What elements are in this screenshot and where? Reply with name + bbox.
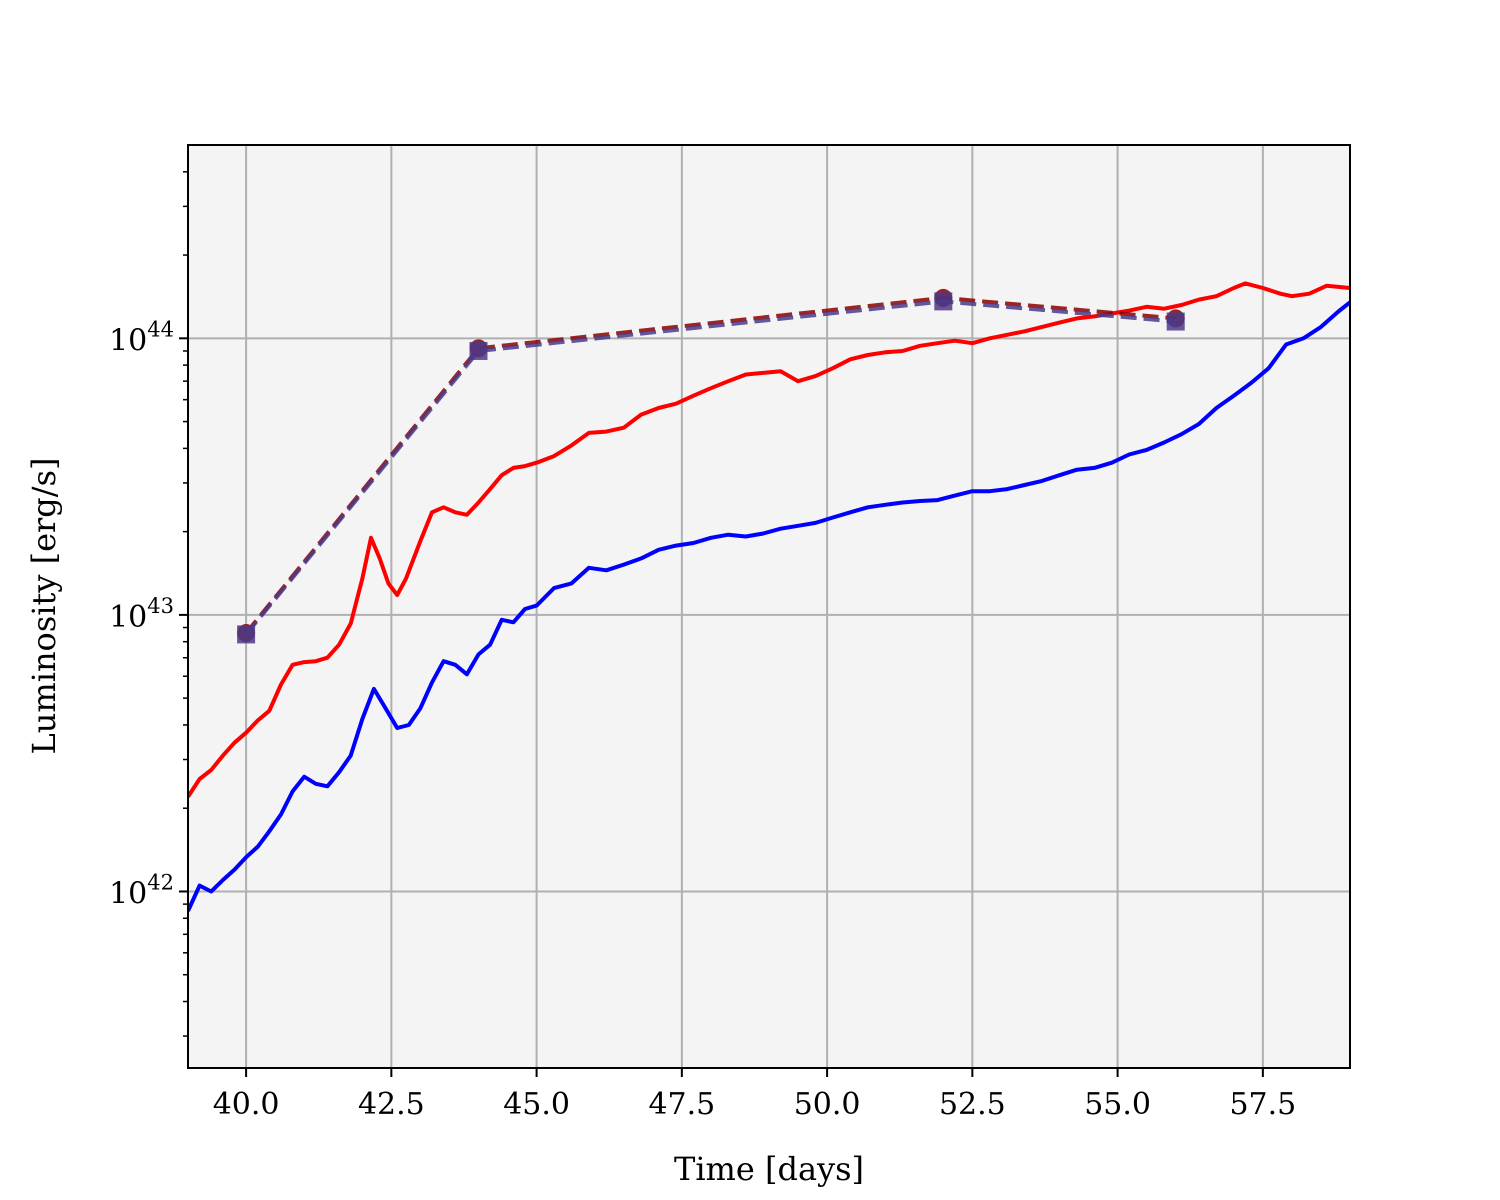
y-tick-base: 10 (109, 600, 147, 635)
y-tick-label: 1044 (109, 317, 174, 358)
x-axis-label: Time [days] (674, 1150, 864, 1188)
series-line-0 (188, 281, 1350, 798)
plot-background (188, 145, 1350, 1068)
x-tick-label: 57.5 (1229, 1087, 1296, 1122)
x-tick-label: 50.0 (794, 1087, 861, 1122)
y-tick-base: 10 (109, 323, 147, 358)
y-tick-label: 1043 (109, 594, 174, 635)
plot-frame (187, 144, 1351, 1069)
series-line-2 (244, 295, 1176, 635)
axis-ticks: 40.0 42.5 45.0 47.5 50.0 52.5 55.0 57.510421043… (109, 171, 1296, 1122)
y-tick-exponent: 44 (147, 317, 174, 341)
x-tick-label: 55.0 (1084, 1087, 1151, 1122)
x-tick-label: 47.5 (648, 1087, 715, 1122)
series-marker-square (1166, 312, 1185, 331)
y-tick-exponent: 43 (147, 594, 174, 618)
y-axis-label: Luminosity [erg/s] (25, 458, 63, 755)
series-line-3 (244, 299, 1176, 636)
series-group (188, 281, 1350, 912)
y-tick-base: 10 (109, 876, 147, 911)
series-marker-square (237, 625, 256, 644)
y-tick-exponent: 42 (147, 870, 174, 894)
y-tick-label: 1042 (109, 870, 174, 911)
x-tick-label: 45.0 (503, 1087, 570, 1122)
x-tick-label: 40.0 (213, 1087, 280, 1122)
series-marker-square (934, 292, 953, 311)
series-line-1 (188, 300, 1350, 912)
x-tick-label: 52.5 (939, 1087, 1006, 1122)
series-marker-square (469, 341, 488, 360)
x-tick-label: 42.5 (358, 1087, 425, 1122)
